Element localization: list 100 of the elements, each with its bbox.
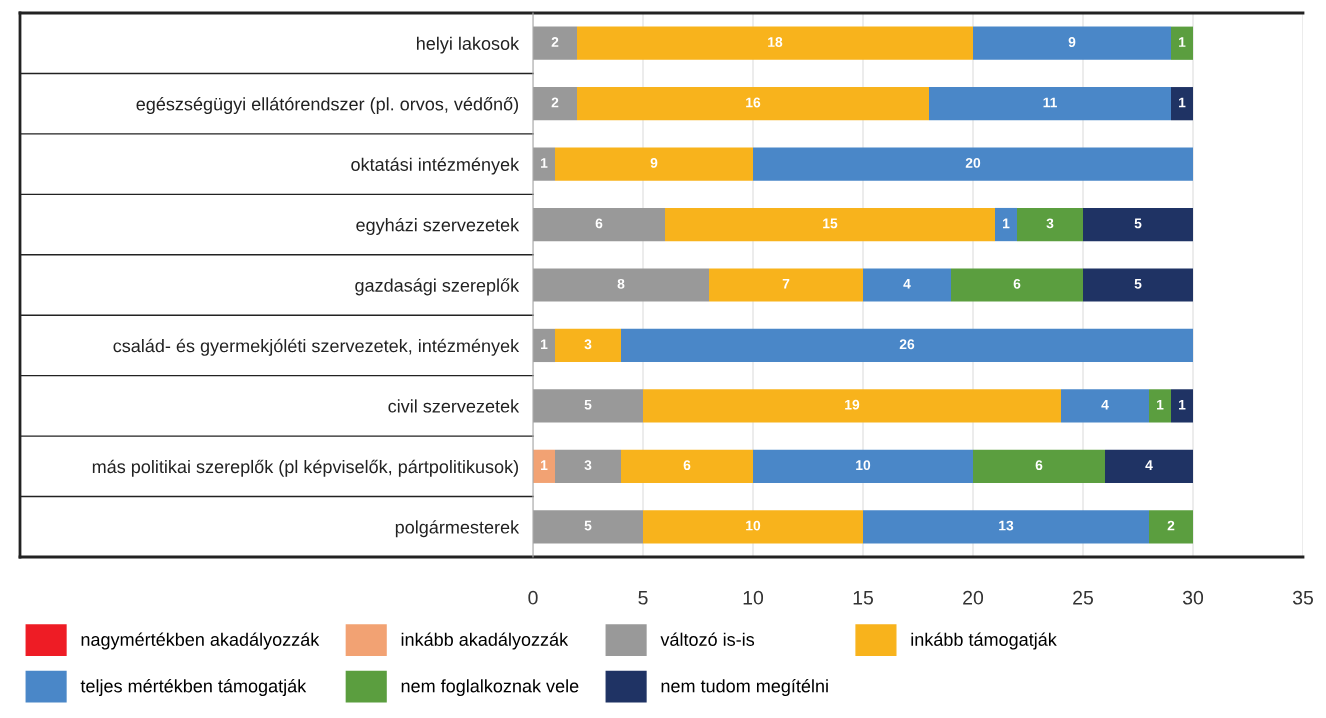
data-label: 20 — [965, 158, 981, 168]
y-tick-label: más politikai szereplők (pl képviselők, pártpolitikusok) — [92, 459, 519, 477]
bar — [1017, 207, 1083, 242]
bar — [643, 510, 863, 544]
bar — [555, 147, 753, 181]
y-tick-label: egyházi szervezetek — [356, 217, 520, 235]
x-tick-label: 0 — [528, 590, 538, 605]
bar — [533, 87, 577, 121]
data-label: 3 — [584, 460, 592, 471]
bar — [1171, 389, 1193, 423]
bar — [533, 147, 555, 181]
y-tick-label: gazdasági szereplők — [355, 278, 520, 296]
data-label: 6 — [683, 460, 691, 471]
data-label: 18 — [768, 37, 783, 47]
data-label: 5 — [1134, 218, 1142, 229]
x-tick-label: 10 — [743, 590, 764, 605]
bar — [863, 510, 1149, 544]
bar — [1061, 389, 1149, 423]
legend-label: inkább akadályozzák — [401, 632, 569, 650]
data-label: 10 — [856, 460, 871, 471]
bar — [643, 389, 1061, 423]
bar — [863, 268, 951, 302]
bar — [1083, 207, 1193, 242]
data-label: 1 — [1179, 97, 1186, 108]
data-label: 1 — [1179, 399, 1186, 410]
data-label: 19 — [845, 399, 860, 410]
data-label: 5 — [1134, 279, 1142, 289]
legend-label: inkább támogatják — [911, 632, 1057, 650]
data-label: 1 — [541, 339, 548, 350]
bar — [929, 87, 1171, 121]
x-tick-label: 20 — [963, 590, 984, 605]
bar — [973, 26, 1171, 60]
data-label: 10 — [746, 520, 761, 531]
y-tick-label: polgármesterek — [395, 520, 520, 538]
data-label: 2 — [551, 97, 559, 108]
data-label: 6 — [1035, 460, 1043, 471]
data-label: 8 — [617, 278, 625, 289]
data-label: 1 — [1003, 218, 1010, 229]
data-label: 4 — [1101, 399, 1109, 410]
data-label: 11 — [1043, 97, 1057, 108]
bar — [577, 26, 973, 60]
bar — [577, 87, 929, 121]
data-label: 9 — [1068, 37, 1076, 47]
data-label: 7 — [782, 279, 790, 289]
data-label: 1 — [541, 460, 548, 470]
data-label: 4 — [1145, 460, 1153, 470]
data-label: 6 — [595, 218, 603, 229]
legend-label: változó is-is — [660, 632, 755, 646]
data-label: 2 — [551, 37, 559, 47]
bar — [533, 207, 665, 242]
bar — [665, 207, 995, 242]
y-tick-label: civil szervezetek — [388, 399, 520, 413]
bar — [1171, 87, 1193, 121]
data-label: 3 — [584, 339, 592, 350]
bar — [1105, 449, 1193, 483]
bar — [621, 328, 1193, 363]
data-label: 4 — [903, 279, 911, 289]
bar — [533, 328, 555, 363]
y-tick-label: oktatási intézmények — [351, 157, 520, 175]
legend-label: nem foglalkoznak vele — [401, 679, 579, 697]
bar — [709, 268, 863, 302]
x-tick-label: 5 — [638, 591, 648, 605]
x-tick-label: 35 — [1292, 590, 1313, 605]
bar — [995, 207, 1017, 242]
data-label: 15 — [823, 218, 838, 229]
legend-label: nagymértékben akadályozzák — [81, 632, 320, 650]
bar — [533, 26, 577, 60]
data-label: 13 — [999, 520, 1014, 531]
y-tick-label: helyi lakosok — [417, 36, 520, 54]
data-label: 1 — [1179, 37, 1186, 47]
bar — [555, 328, 621, 363]
data-label: 6 — [1013, 278, 1021, 289]
bar — [1083, 268, 1193, 302]
bar — [621, 449, 753, 483]
data-label: 2 — [1167, 520, 1175, 531]
bar — [533, 389, 643, 423]
data-label: 9 — [650, 158, 658, 168]
data-label: 16 — [746, 97, 761, 108]
x-tick-label: 15 — [853, 591, 873, 605]
data-label: 26 — [899, 339, 915, 350]
bar — [533, 510, 643, 544]
bar — [951, 268, 1083, 302]
bar — [753, 147, 1193, 181]
data-label: 1 — [1157, 399, 1164, 410]
bar — [1149, 510, 1193, 544]
bar — [1149, 389, 1171, 423]
data-label: 1 — [541, 158, 548, 168]
legend-label: nem tudom megítélni — [661, 678, 828, 697]
y-tick-label: család- és gyermekjóléti szervezetek, intézmények — [113, 338, 520, 356]
bar — [1171, 26, 1193, 60]
bar — [973, 449, 1105, 483]
bar — [533, 268, 709, 302]
x-tick-label: 30 — [1182, 590, 1204, 605]
bar — [555, 449, 621, 483]
bar — [753, 449, 973, 483]
legend-label: teljes mértékben támogatják — [80, 678, 307, 697]
data-label: 5 — [584, 520, 592, 531]
bar — [533, 449, 555, 483]
data-label: 3 — [1046, 218, 1054, 229]
y-tick-label: egészségügyi ellátórendszer (pl. orvos, védőnő) — [136, 97, 519, 115]
